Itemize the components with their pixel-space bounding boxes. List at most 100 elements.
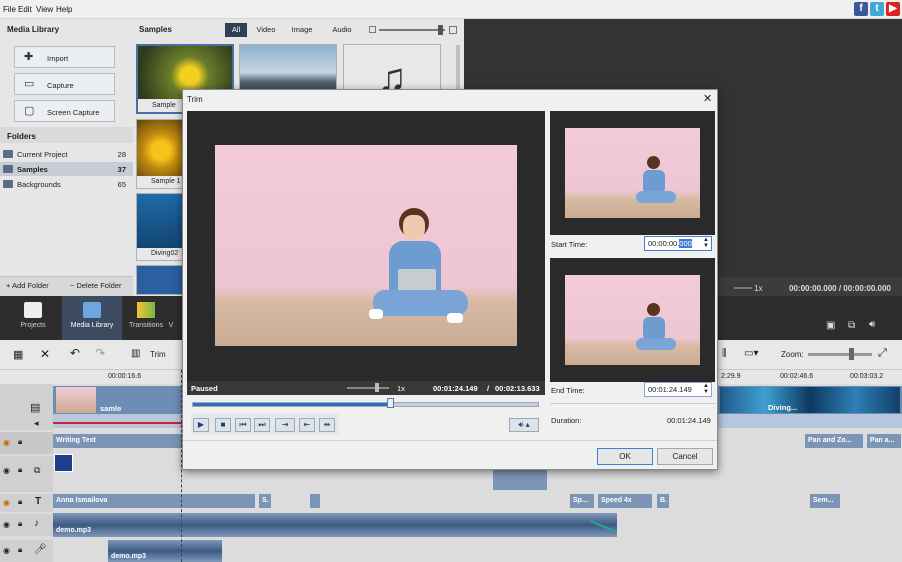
samples-title: Samples [139, 25, 172, 34]
cancel-button[interactable]: Cancel [657, 448, 713, 465]
end-time-input[interactable]: 00:01:24.149 ▲ ▼ [644, 382, 712, 397]
start-frame-thumbnail [565, 128, 700, 218]
title-clip[interactable]: B. [657, 494, 669, 508]
anna-clip[interactable]: Anna Ismailova [53, 494, 255, 508]
music-icon[interactable]: ♪ [34, 518, 39, 529]
lock-icon[interactable]: 🔒︎ [18, 519, 23, 528]
lock-icon[interactable]: 🔒︎ [18, 465, 23, 474]
split-icon[interactable]: ▦ [13, 349, 24, 361]
spinner-icon[interactable]: ▲ ▼ [703, 383, 709, 395]
progress-handle[interactable] [386, 398, 394, 408]
eye-icon[interactable]: ◉ [3, 498, 10, 507]
title-clip[interactable]: Sem... [810, 494, 840, 508]
ok-button[interactable]: OK [597, 448, 653, 465]
snapshot-icon[interactable]: ▣ [826, 320, 836, 331]
plus-icon: ✚ [24, 51, 34, 63]
text-icon[interactable]: T [35, 496, 42, 507]
tab-video[interactable]: Video [256, 25, 276, 34]
small-thumb-icon[interactable] [369, 26, 376, 33]
lock-icon[interactable]: 🔒︎ [18, 497, 23, 506]
display-icon[interactable]: ▭▾ [744, 348, 759, 359]
title-track-header: ◉ 🔒︎ T [0, 494, 53, 512]
mic-icon[interactable]: 🎤︎ [34, 544, 47, 555]
eye-icon[interactable]: ◉ [3, 438, 10, 447]
thumb-size-slider[interactable] [379, 29, 445, 31]
fit-icon[interactable]: ⤢ [878, 347, 887, 359]
mark-out-button[interactable]: ⇹ [319, 418, 335, 432]
nav-media-library[interactable]: Media Library [62, 296, 122, 340]
screen-capture-button[interactable]: ▢ Screen Capture [14, 100, 115, 122]
diving-thumbnail[interactable]: Diving02 [136, 193, 186, 261]
title-clip[interactable]: S. [259, 494, 271, 508]
menu-file[interactable]: File [3, 5, 16, 14]
overlay-track-header: ◉ 🔒︎ ⧉ [0, 456, 53, 492]
import-button[interactable]: ✚ Import [14, 46, 115, 68]
speaker-icon[interactable]: ◂ [34, 418, 39, 428]
speed-clip[interactable]: Speed 4x [598, 494, 652, 508]
video-clip-thumbnail[interactable] [56, 387, 96, 413]
equalizer-icon[interactable]: ⫼ [722, 348, 727, 359]
clapper-icon [24, 302, 42, 318]
overlay-icon[interactable]: ⧉ [34, 465, 41, 475]
stop-button[interactable]: ■ [215, 418, 231, 432]
folder-backgrounds[interactable]: Backgrounds 65 [0, 177, 133, 191]
folder-samples[interactable]: Samples 37 [0, 162, 133, 176]
spinner-icon[interactable]: ▲ ▼ [703, 237, 709, 249]
undo-icon[interactable]: ↶ [70, 346, 81, 360]
eye-icon[interactable]: ◉ [3, 466, 10, 475]
monitor-icon: ▢ [24, 105, 35, 117]
capture-button[interactable]: ▭ Capture [14, 73, 115, 95]
audio-clip[interactable] [53, 513, 617, 537]
tab-all[interactable]: All [225, 23, 247, 37]
trim-button[interactable]: Trim [150, 350, 166, 359]
twitter-icon[interactable]: t [870, 2, 884, 16]
menu-help[interactable]: Help [56, 5, 73, 14]
lock-icon[interactable]: 🔒︎ [18, 437, 23, 446]
volume-icon[interactable]: 🔊︎ [869, 319, 876, 330]
pan-zoom-clip[interactable]: Pan and Zo... [805, 434, 863, 448]
lock-icon[interactable]: 🔒︎ [18, 545, 23, 554]
writing-text-clip[interactable]: Writing Text [53, 434, 183, 448]
add-folder-button[interactable]: + Add Folder [6, 281, 49, 290]
title-clip[interactable]: Sp... [570, 494, 594, 508]
thumbnail[interactable] [136, 265, 186, 295]
delete-icon[interactable]: ✕ [40, 347, 51, 361]
audio-track-header: ◉ 🔒︎ ♪ [0, 514, 53, 536]
nav-more[interactable]: V [168, 322, 174, 329]
nav-projects[interactable]: Projects [3, 296, 63, 340]
youtube-icon[interactable]: ▶ [886, 2, 900, 16]
audio-clip[interactable] [108, 540, 222, 562]
redo-icon[interactable]: ↷ [95, 346, 106, 360]
mark-in-button[interactable]: ⇥ [275, 418, 295, 432]
next-frame-button[interactable]: ⏭︎ [254, 418, 270, 432]
eye-icon[interactable]: ◉ [3, 546, 10, 555]
overlay-clip[interactable] [54, 454, 73, 472]
folder-current-project[interactable]: Current Project 28 [0, 147, 133, 161]
title-clip[interactable] [310, 494, 320, 508]
delete-folder-button[interactable]: − Delete Folder [70, 281, 122, 290]
start-time-input[interactable]: 00:00:00.000 ▲ ▼ [644, 236, 712, 251]
menu-view[interactable]: View [36, 5, 54, 14]
pan-clip[interactable]: Pan a... [867, 434, 901, 448]
crop-icon[interactable]: ⧉ [848, 320, 856, 331]
play-button[interactable]: ▶ [193, 418, 209, 432]
trim-progress-bar[interactable] [192, 402, 539, 407]
volume-button[interactable]: 🔊︎ ▴ [509, 418, 539, 432]
nav-transitions[interactable]: Transitions [116, 296, 176, 340]
speed-slider[interactable] [347, 387, 389, 389]
tab-image[interactable]: Image [291, 25, 313, 34]
sample1-thumbnail[interactable]: Sample 1 [136, 119, 186, 189]
close-icon[interactable]: ✕ [703, 93, 713, 105]
tab-audio[interactable]: Audio [332, 25, 352, 34]
diving-clip[interactable] [720, 387, 900, 413]
overlay-clip[interactable] [493, 470, 547, 490]
zoom-slider[interactable] [808, 353, 872, 356]
video-clip-label[interactable]: samle [100, 404, 122, 413]
large-thumb-icon[interactable] [449, 26, 457, 34]
eye-icon[interactable]: ◉ [3, 520, 10, 529]
film-icon[interactable]: ▤ [30, 402, 41, 414]
mark-button[interactable]: ⇤ [299, 418, 315, 432]
menu-edit[interactable]: Edit [18, 5, 32, 14]
facebook-icon[interactable]: f [854, 2, 868, 16]
previous-frame-button[interactable]: ⏮︎ [235, 418, 251, 432]
